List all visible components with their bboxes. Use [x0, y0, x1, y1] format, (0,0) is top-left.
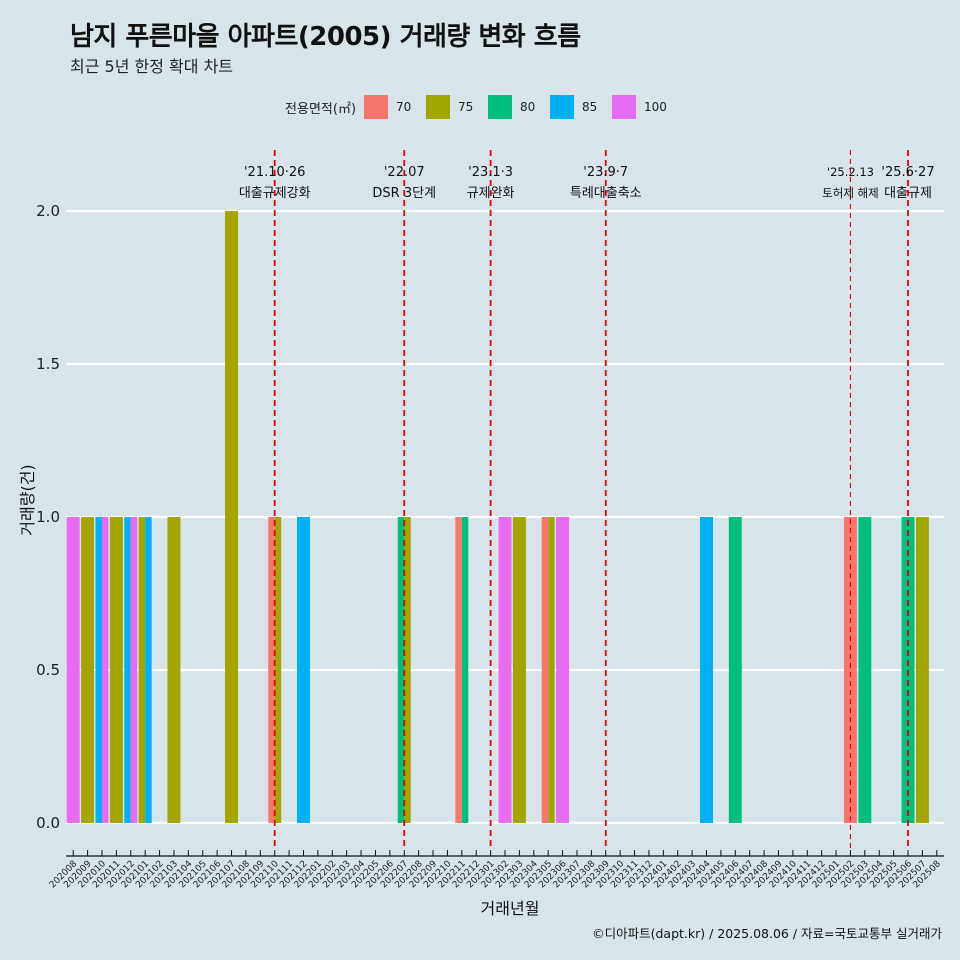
bar-202305-75 [548, 517, 555, 823]
legend-item-85: 85 [550, 95, 604, 119]
bar-202303-75 [512, 517, 526, 823]
bar-202010-100 [101, 517, 109, 823]
bar-202110-70 [268, 517, 275, 823]
event-date-label: '25.2.13 [827, 165, 874, 179]
y-tick-label: 0.5 [36, 661, 60, 679]
bar-202207-80 [397, 517, 405, 823]
event-name-label: 토허제 해제 [822, 186, 879, 200]
bar-202502-70 [843, 517, 857, 823]
bar-202302-100 [498, 517, 512, 823]
legend-item-80: 80 [488, 95, 542, 119]
legend: 전용면적(㎡) 70 75 80 85 100 [0, 92, 960, 122]
event-name-label: 규제완화 [467, 186, 515, 201]
chart-subtitle: 최근 5년 한정 확대 차트 [70, 57, 234, 76]
event-date-label: '23.9·7 [583, 165, 628, 180]
y-axis-title: 거래량(건) [18, 464, 37, 535]
event-name-label: 대출규제강화 [239, 186, 311, 201]
bar-202112-85 [297, 517, 310, 823]
bar-202211-70 [455, 517, 462, 823]
bar-202107-75 [225, 211, 239, 823]
legend-label-70: 70 [396, 100, 412, 114]
bar-layer [66, 211, 929, 823]
bar-202406-80 [728, 517, 742, 823]
axis-layer: 0.00.51.01.52.02020082020092020102020112… [18, 202, 944, 918]
legend-item-75: 75 [426, 95, 480, 119]
bar-202101-85 [145, 517, 152, 823]
bar-202012-85 [124, 517, 131, 823]
event-date-label: '21.10·26 [244, 165, 305, 180]
source-caption: ©디아파트(dapt.kr) / 2025.08.06 / 자료=국토교통부 실… [592, 926, 942, 941]
bar-202103-75 [167, 517, 181, 823]
bar-202305-70 [541, 517, 549, 823]
event-date-label: '23.1·3 [468, 165, 513, 180]
bar-202011-75 [109, 517, 123, 823]
bar-202207-75 [404, 517, 411, 823]
legend-swatch-80 [488, 95, 513, 119]
legend-swatch-100 [612, 95, 637, 119]
bar-202404-85 [700, 517, 713, 823]
chart-title: 남지 푸른마을 아파트(2005) 거래량 변화 흐름 [70, 22, 581, 52]
bar-202306-100 [556, 517, 570, 823]
legend-label-85: 85 [582, 100, 598, 114]
legend-swatch-85 [550, 95, 575, 119]
legend-label-75: 75 [458, 100, 474, 114]
y-tick-label: 0.0 [36, 814, 60, 832]
bar-202008-100 [66, 517, 80, 823]
bar-202211-80 [461, 517, 469, 823]
bar-202012-100 [130, 517, 138, 823]
bar-202010-85 [95, 517, 102, 823]
event-name-label: 특례대출축소 [570, 186, 642, 201]
bar-202101-75 [138, 517, 146, 823]
event-date-label: '25.6·27 [881, 165, 934, 180]
legend-title: 전용면적(㎡) [285, 101, 357, 117]
event-name-label: DSR 3단계 [372, 186, 436, 201]
legend-swatch-75 [426, 95, 451, 119]
y-tick-label: 2.0 [36, 202, 60, 220]
legend-item-100: 100 [612, 95, 667, 119]
legend-item-70: 70 [364, 95, 418, 119]
legend-label-80: 80 [520, 100, 536, 114]
x-axis-title: 거래년월 [481, 899, 540, 918]
y-tick-label: 1.5 [36, 355, 60, 373]
event-layer: '21.10·26 대출규제강화 '22.07 DSR 3단계 '23.1·3 규제완화 '… [239, 150, 935, 850]
bar-202009-75 [81, 517, 95, 823]
legend-label-100: 100 [644, 100, 667, 114]
y-tick-label: 1.0 [36, 508, 60, 526]
event-name-label: 대출규제 [884, 186, 932, 201]
bar-202503-80 [858, 517, 872, 823]
event-date-label: '22.07 [384, 165, 425, 180]
bar-202110-75 [274, 517, 282, 823]
legend-swatch-70 [364, 95, 389, 119]
bar-202507-75 [915, 517, 929, 823]
